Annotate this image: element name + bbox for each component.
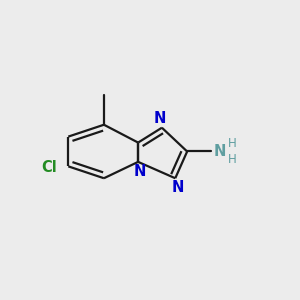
Text: H: H [228, 137, 237, 150]
Text: H: H [228, 153, 237, 166]
Text: N: N [172, 180, 184, 195]
Text: N: N [153, 111, 166, 126]
Text: N: N [134, 164, 146, 179]
Text: Cl: Cl [41, 160, 57, 175]
Text: N: N [214, 144, 226, 159]
